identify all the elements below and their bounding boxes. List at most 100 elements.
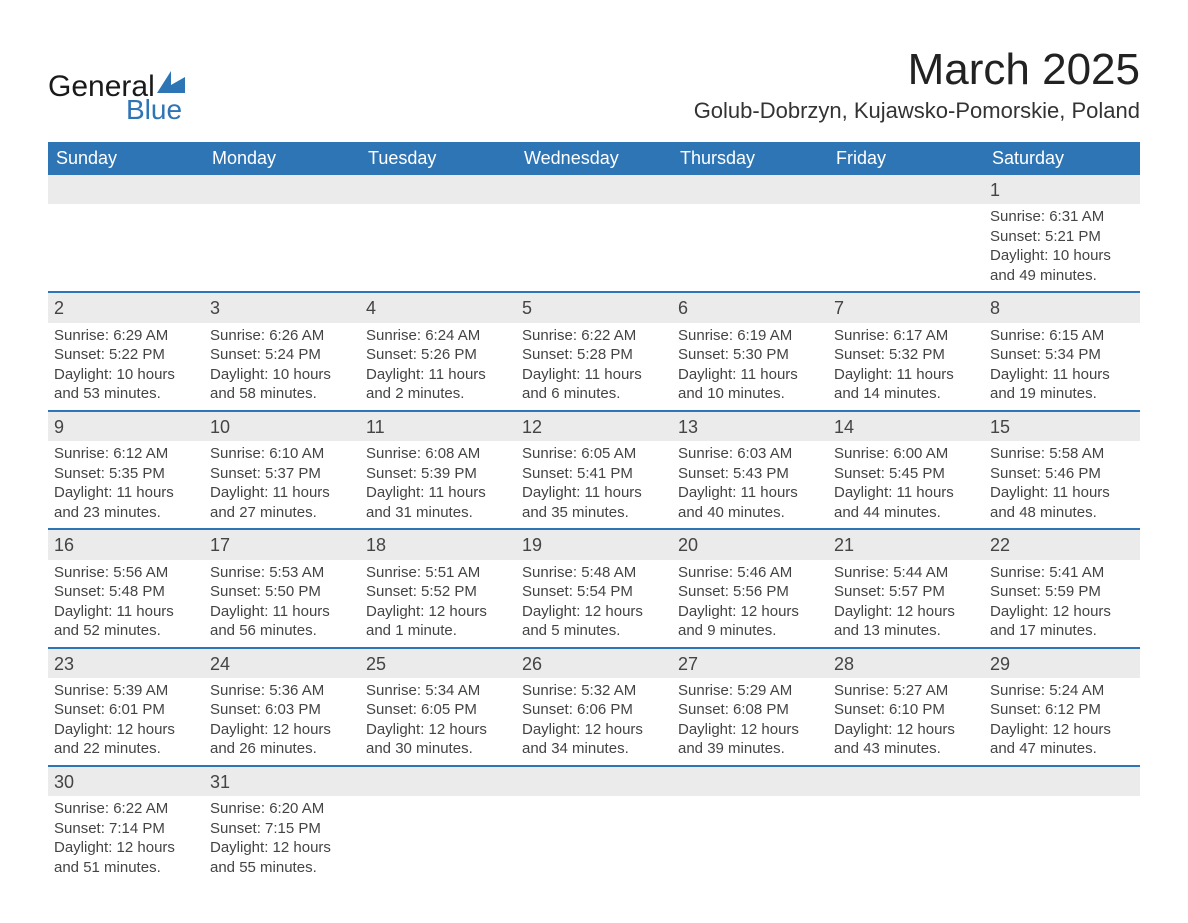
day-detail-line: Sunset: 5:35 PM: [54, 464, 198, 484]
day-detail-line: Sunrise: 6:19 AM: [678, 326, 822, 346]
calendar-week-details: Sunrise: 6:31 AMSunset: 5:21 PMDaylight:…: [48, 204, 1140, 292]
day-detail-line: Sunrise: 5:53 AM: [210, 563, 354, 583]
title-block: March 2025 Golub-Dobrzyn, Kujawsko-Pomor…: [694, 48, 1140, 124]
brand-logo: General Blue: [48, 69, 185, 124]
day-detail-line: Sunset: 6:01 PM: [54, 700, 198, 720]
day-detail-line: Daylight: 12 hours: [54, 720, 198, 740]
day-detail-line: and 10 minutes.: [678, 384, 822, 404]
day-detail-line: and 47 minutes.: [990, 739, 1134, 759]
day-detail-line: and 51 minutes.: [54, 858, 198, 878]
day-detail-cell: Sunrise: 5:51 AMSunset: 5:52 PMDaylight:…: [360, 560, 516, 648]
day-detail-line: and 39 minutes.: [678, 739, 822, 759]
month-title: March 2025: [694, 48, 1140, 92]
day-detail-line: Sunrise: 6:31 AM: [990, 207, 1134, 227]
day-detail-line: Sunrise: 5:27 AM: [834, 681, 978, 701]
day-number-cell: 6: [672, 292, 828, 322]
day-detail-line: Daylight: 11 hours: [834, 365, 978, 385]
calendar-week-daynums: 16171819202122: [48, 529, 1140, 559]
brand-word-blue: Blue: [126, 96, 185, 124]
calendar-header-row: Sunday Monday Tuesday Wednesday Thursday…: [48, 142, 1140, 175]
weekday-header: Sunday: [48, 142, 204, 175]
day-detail-line: and 35 minutes.: [522, 503, 666, 523]
day-detail-line: Daylight: 11 hours: [54, 602, 198, 622]
day-number-cell: 4: [360, 292, 516, 322]
day-detail-line: Daylight: 12 hours: [366, 602, 510, 622]
day-detail-cell: Sunrise: 5:48 AMSunset: 5:54 PMDaylight:…: [516, 560, 672, 648]
day-detail-cell: Sunrise: 6:31 AMSunset: 5:21 PMDaylight:…: [984, 204, 1140, 292]
day-number-cell: 29: [984, 648, 1140, 678]
day-detail-line: Sunrise: 6:20 AM: [210, 799, 354, 819]
day-detail-line: Sunset: 5:59 PM: [990, 582, 1134, 602]
calendar-page: General Blue March 2025 Golub-Dobrzyn, K…: [0, 0, 1188, 923]
day-detail-cell: Sunrise: 5:44 AMSunset: 5:57 PMDaylight:…: [828, 560, 984, 648]
day-number-cell: 15: [984, 411, 1140, 441]
day-detail-line: Sunrise: 6:05 AM: [522, 444, 666, 464]
day-detail-line: Sunset: 5:24 PM: [210, 345, 354, 365]
day-detail-line: Sunrise: 6:00 AM: [834, 444, 978, 464]
day-detail-line: Daylight: 12 hours: [834, 720, 978, 740]
weekday-header: Wednesday: [516, 142, 672, 175]
day-number-cell: [672, 766, 828, 796]
day-number-cell: 3: [204, 292, 360, 322]
day-number-cell: 24: [204, 648, 360, 678]
day-detail-line: Sunset: 5:21 PM: [990, 227, 1134, 247]
day-detail-line: and 30 minutes.: [366, 739, 510, 759]
day-number-cell: 30: [48, 766, 204, 796]
day-detail-line: Daylight: 12 hours: [210, 720, 354, 740]
day-detail-cell: Sunrise: 5:56 AMSunset: 5:48 PMDaylight:…: [48, 560, 204, 648]
day-detail-line: and 13 minutes.: [834, 621, 978, 641]
day-detail-line: and 58 minutes.: [210, 384, 354, 404]
day-detail-line: Sunset: 6:10 PM: [834, 700, 978, 720]
day-detail-cell: Sunrise: 5:34 AMSunset: 6:05 PMDaylight:…: [360, 678, 516, 766]
day-detail-line: Sunset: 5:30 PM: [678, 345, 822, 365]
calendar-week-details: Sunrise: 6:22 AMSunset: 7:14 PMDaylight:…: [48, 796, 1140, 883]
day-detail-line: and 56 minutes.: [210, 621, 354, 641]
day-detail-line: Daylight: 12 hours: [678, 720, 822, 740]
weekday-header: Saturday: [984, 142, 1140, 175]
day-detail-cell: Sunrise: 6:08 AMSunset: 5:39 PMDaylight:…: [360, 441, 516, 529]
day-detail-line: Sunrise: 6:12 AM: [54, 444, 198, 464]
day-number-cell: 21: [828, 529, 984, 559]
day-detail-line: Sunrise: 5:46 AM: [678, 563, 822, 583]
day-detail-cell: [828, 204, 984, 292]
day-detail-cell: [516, 204, 672, 292]
day-detail-line: Sunset: 7:14 PM: [54, 819, 198, 839]
day-detail-line: Sunrise: 5:51 AM: [366, 563, 510, 583]
day-detail-cell: Sunrise: 5:36 AMSunset: 6:03 PMDaylight:…: [204, 678, 360, 766]
day-detail-line: Daylight: 12 hours: [990, 602, 1134, 622]
calendar-body: 1 Sunrise: 6:31 AMSunset: 5:21 PMDayligh…: [48, 175, 1140, 883]
day-number-cell: [828, 766, 984, 796]
day-detail-line: Sunrise: 6:26 AM: [210, 326, 354, 346]
day-detail-line: and 43 minutes.: [834, 739, 978, 759]
day-number-cell: [516, 175, 672, 204]
day-detail-line: Sunset: 5:46 PM: [990, 464, 1134, 484]
day-detail-cell: [48, 204, 204, 292]
calendar-week-daynums: 2345678: [48, 292, 1140, 322]
day-detail-line: Sunrise: 6:15 AM: [990, 326, 1134, 346]
day-number-cell: 22: [984, 529, 1140, 559]
day-detail-line: Sunrise: 5:36 AM: [210, 681, 354, 701]
day-detail-cell: [828, 796, 984, 883]
day-detail-line: and 19 minutes.: [990, 384, 1134, 404]
day-detail-cell: Sunrise: 6:22 AMSunset: 5:28 PMDaylight:…: [516, 323, 672, 411]
day-detail-line: Daylight: 11 hours: [678, 365, 822, 385]
day-detail-cell: Sunrise: 5:24 AMSunset: 6:12 PMDaylight:…: [984, 678, 1140, 766]
day-detail-cell: [672, 204, 828, 292]
calendar-week-daynums: 9101112131415: [48, 411, 1140, 441]
day-number-cell: 25: [360, 648, 516, 678]
day-detail-line: and 31 minutes.: [366, 503, 510, 523]
day-detail-line: Daylight: 12 hours: [522, 602, 666, 622]
day-detail-line: Daylight: 11 hours: [522, 365, 666, 385]
day-number-cell: 31: [204, 766, 360, 796]
day-detail-line: Sunset: 5:48 PM: [54, 582, 198, 602]
day-detail-line: and 17 minutes.: [990, 621, 1134, 641]
day-detail-line: Sunset: 5:39 PM: [366, 464, 510, 484]
calendar-week-daynums: 1: [48, 175, 1140, 204]
day-number-cell: [672, 175, 828, 204]
day-number-cell: 13: [672, 411, 828, 441]
day-number-cell: 5: [516, 292, 672, 322]
calendar-week-details: Sunrise: 6:29 AMSunset: 5:22 PMDaylight:…: [48, 323, 1140, 411]
day-detail-line: Daylight: 11 hours: [990, 365, 1134, 385]
day-number-cell: 1: [984, 175, 1140, 204]
day-number-cell: [48, 175, 204, 204]
